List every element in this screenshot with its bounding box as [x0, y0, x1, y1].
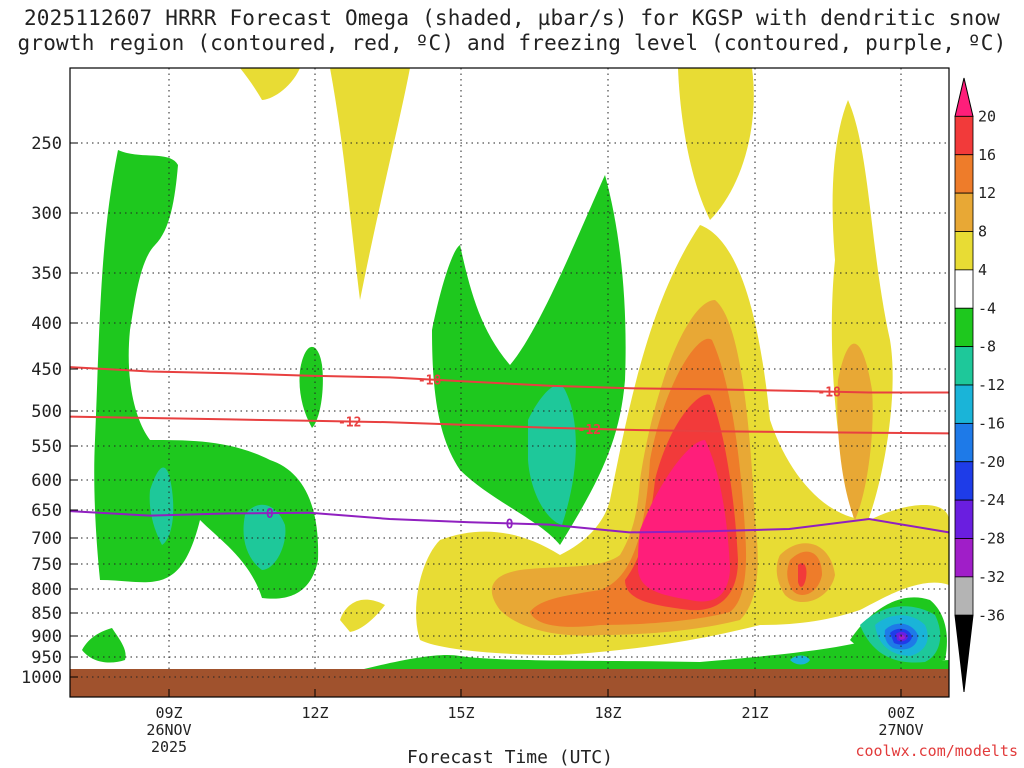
colorbar-label: 12 [978, 184, 996, 202]
y-tick-label: 800 [31, 580, 62, 600]
contour-label: -18 [418, 374, 442, 389]
x-axis-label: Forecast Time (UTC) [407, 747, 613, 768]
omega-green-area [299, 346, 323, 428]
omega-green-area [82, 628, 126, 663]
plot-frame [69, 67, 950, 698]
y-tick-label: 850 [31, 604, 62, 624]
x-tick-year: 2025 [151, 738, 187, 756]
contour-label: -18 [817, 386, 841, 401]
gridlines [70, 68, 949, 678]
colorbar-label: -12 [978, 376, 1005, 394]
colorbar-bottom-arrow [954, 614, 974, 693]
colorbar-label: -36 [978, 606, 1005, 624]
colorbar-swatch [954, 384, 974, 424]
colorbar-swatch [954, 192, 974, 232]
colorbar-swatch [954, 346, 974, 386]
colorbar-label: -28 [978, 530, 1005, 548]
x-tick-date: 26NOV [146, 721, 191, 739]
colorbar-label: -8 [978, 338, 996, 356]
ground-band [70, 669, 949, 697]
colorbar-swatch [954, 461, 974, 501]
colorbar-label: 20 [978, 107, 996, 125]
omega-teal-area [149, 467, 174, 545]
colorbar-swatch [954, 231, 974, 271]
y-tick-label: 400 [31, 314, 62, 334]
y-tick-label: 650 [31, 501, 62, 521]
colorbar-top-arrow [954, 77, 974, 117]
colorbar-swatch [954, 538, 974, 578]
omega-green-area [432, 175, 626, 545]
colorbar-label: -16 [978, 414, 1005, 432]
colorbar-swatch [954, 307, 974, 348]
colorbar-swatch [954, 154, 974, 194]
colorbar: 20 16 12 8 4 -4 -8 -12 -16 -20 -24 -28 -32 -36 [954, 77, 1005, 693]
contour-label: 0 [506, 517, 514, 532]
y-tick-label: 450 [31, 360, 62, 380]
x-tick-date: 27NOV [878, 721, 923, 739]
contour-line [69, 366, 949, 394]
y-tick-label: 750 [31, 555, 62, 575]
omega-magenta-area [638, 440, 730, 602]
y-tick-label: 1000 [21, 668, 62, 688]
y-tick-label: 950 [31, 648, 62, 668]
omega-yellow-area [678, 68, 754, 220]
y-tick-label: 600 [31, 471, 62, 491]
colorbar-swatch [954, 422, 974, 463]
omega-teal-area [528, 384, 576, 525]
omega-teal-area [243, 504, 286, 570]
y-tick-label: 500 [31, 402, 62, 422]
colorbar-label: -32 [978, 568, 1005, 586]
omega-shading [82, 68, 949, 669]
temperature-contours: -18 -18 -12 -12 0 0 [69, 366, 950, 534]
x-tick-label: 18Z [594, 704, 621, 722]
y-tick-label: 300 [31, 204, 62, 224]
x-tick-label: 21Z [741, 704, 768, 722]
omega-yellow-area [330, 68, 410, 300]
x-tick-label: 09Z [155, 704, 182, 722]
credit-text: coolwx.com/modelts [855, 742, 1018, 760]
omega-yellow-area [240, 68, 300, 100]
x-tick-label: 15Z [447, 704, 474, 722]
contour-label: 0 [266, 507, 274, 522]
x-tick-label: 12Z [301, 704, 328, 722]
omega-cyan-area [790, 655, 810, 665]
y-tick-label: 350 [31, 264, 62, 284]
y-tick-label: 250 [31, 134, 62, 154]
x-tick-label: 00Z [887, 704, 914, 722]
contour-label: -12 [578, 423, 601, 438]
y-axis-ticks: 250 300 350 400 450 500 550 600 650 700 750 800 850 9… [21, 134, 78, 688]
contour-line [69, 510, 950, 534]
title-line-1: 2025112607 HRRR Forecast Omega (shaded, … [23, 6, 1001, 30]
colorbar-swatch [954, 499, 974, 539]
omega-green-area [94, 150, 319, 599]
colorbar-label: 16 [978, 146, 996, 164]
colorbar-swatch [954, 269, 974, 309]
chart-title: 2025112607 HRRR Forecast Omega (shaded, … [0, 6, 1024, 56]
contour-line [69, 415, 950, 435]
title-line-2: growth region (contoured, red, ºC) and f… [17, 31, 1007, 55]
y-tick-label: 900 [31, 627, 62, 647]
colorbar-label: -24 [978, 491, 1005, 509]
colorbar-label: -4 [978, 299, 996, 317]
colorbar-swatch [954, 115, 974, 156]
colorbar-label: 8 [978, 223, 987, 241]
colorbar-swatch [954, 576, 974, 616]
colorbar-label: -20 [978, 453, 1005, 471]
y-tick-label: 550 [31, 437, 62, 457]
colorbar-label: 4 [978, 261, 987, 279]
y-tick-label: 700 [31, 529, 62, 549]
contour-label: -12 [338, 416, 361, 431]
omega-yellow-area [340, 599, 385, 632]
omega-red-area [798, 563, 807, 587]
